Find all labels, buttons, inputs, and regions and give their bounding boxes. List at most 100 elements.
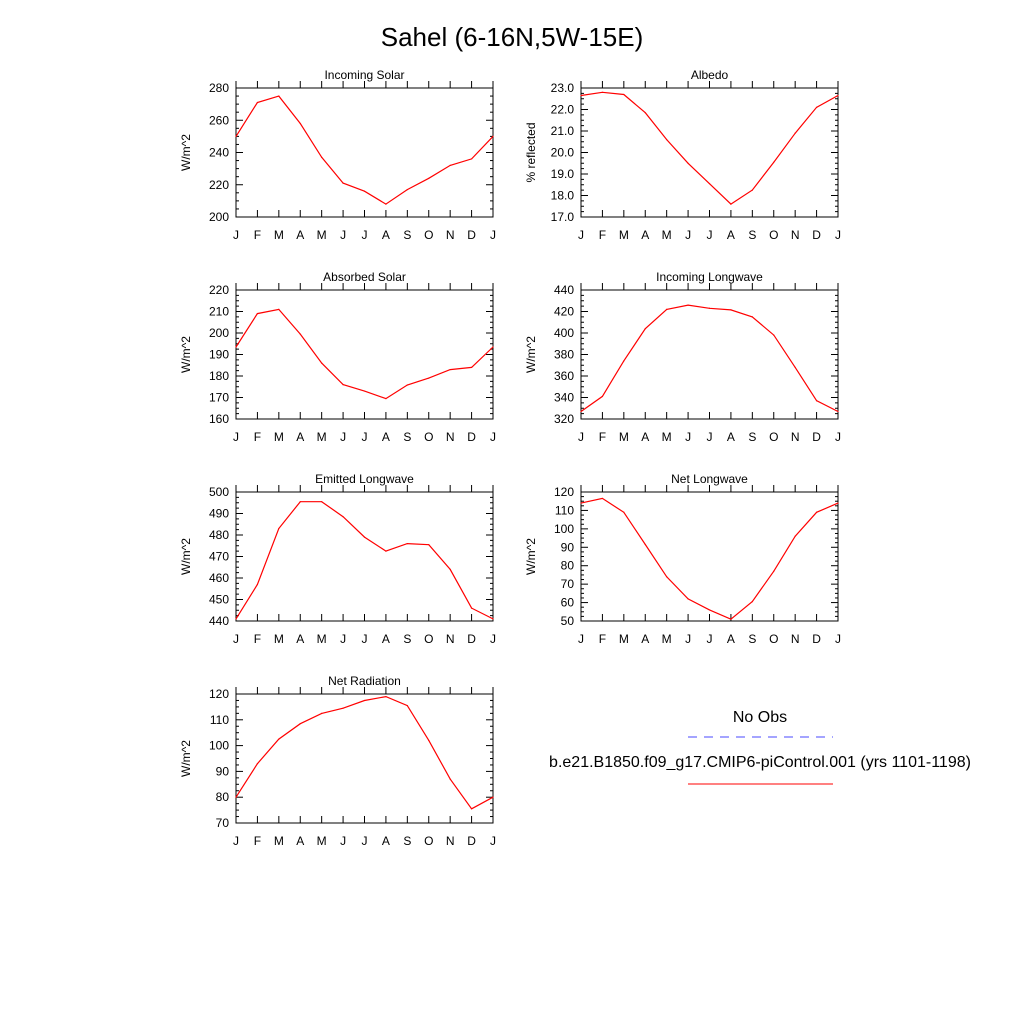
x-tick-label: N [446,834,455,848]
data-point [342,384,344,386]
x-tick-label: A [296,228,304,242]
data-point [278,308,280,310]
data-point [687,304,689,306]
data-point [730,618,732,620]
data-point [385,203,387,205]
data-point [406,543,408,545]
x-tick-label: M [274,228,284,242]
data-point [666,576,668,578]
data-point [363,536,366,538]
y-tick-label: 380 [554,348,574,362]
x-tick-label: J [362,228,368,242]
data-point [256,313,259,315]
y-tick-label: 180 [209,369,229,383]
data-point [644,328,646,330]
y-tick-label: 220 [209,283,229,297]
y-axis-label: W/m^2 [524,538,538,575]
y-tick-label: 170 [209,391,229,405]
y-tick-label: 100 [209,739,229,753]
data-point [449,568,451,571]
x-tick-label: S [403,430,411,444]
y-tick-label: 70 [216,816,230,830]
data-point [751,601,753,603]
plot-frame [580,87,839,218]
data-point [363,190,366,192]
panel-incoming-longwave: Incoming Longwave W/m^2 320 340 360 380 400 420… [524,270,841,444]
y-tick-label: 210 [209,305,229,319]
data-point [428,377,430,379]
x-tick-label: A [296,632,304,646]
y-tick-label: 440 [554,283,574,297]
data-point [666,308,668,310]
data-point [385,695,387,698]
x-tick-label: M [274,430,284,444]
x-tick-label: J [233,430,239,444]
x-tick-label: J [362,632,368,646]
panel-albedo: Albedo % reflected 17.0 18.0 19.0 20.0 21.0 22.… [524,68,841,242]
x-tick-label: J [362,430,368,444]
data-point [406,705,408,707]
y-tick-label: 200 [209,210,229,224]
x-tick-label: J [490,430,496,444]
y-tick-label: 340 [554,391,574,405]
y-tick-label: 23.0 [551,81,575,95]
data-point [815,400,818,402]
data-point [687,598,689,600]
y-tick-label: 480 [209,528,229,542]
y-tick-label: 280 [209,81,229,95]
x-tick-label: D [467,430,476,444]
x-tick-label: A [382,430,390,444]
x-tick-label: D [812,632,821,646]
data-point [580,502,582,504]
y-tick-label: 110 [210,713,229,727]
data-point [687,162,689,164]
data-point [601,497,604,500]
y-tick-label: 200 [209,326,229,340]
x-tick-label: A [382,228,390,242]
data-point [256,763,259,765]
plot-frame [235,491,494,622]
y-tick-label: 20.0 [551,146,575,160]
data-point [751,189,753,191]
x-tick-label: J [340,834,346,848]
x-tick-label: D [812,430,821,444]
y-axis-label: W/m^2 [524,336,538,373]
y-tick-label: 450 [209,593,229,607]
x-tick-label: M [317,632,327,646]
x-tick-label: M [274,632,284,646]
x-tick-label: A [296,430,304,444]
data-point [235,346,237,348]
x-tick-label: N [791,228,800,242]
y-tick-label: 460 [209,571,229,585]
x-tick-label: J [707,228,713,242]
data-point [256,101,259,104]
legend: No Obs b.e21.B1850.f09_g17.CMIP6-piContr… [549,709,971,785]
y-tick-label: 400 [554,326,574,340]
data-point [235,618,237,620]
y-axis-label: W/m^2 [179,336,193,373]
y-tick-label: 19.0 [551,167,575,181]
y-tick-label: 240 [209,146,229,160]
data-point [278,527,280,530]
data-point [815,511,818,513]
y-axis-label: W/m^2 [179,740,193,777]
data-point [837,502,839,504]
series-line [235,501,494,620]
data-point [342,182,344,184]
x-tick-label: S [748,632,756,646]
x-tick-label: J [233,632,239,646]
y-axis-label: W/m^2 [179,538,193,575]
y-tick-label: 60 [561,596,575,610]
x-tick-label: J [685,228,691,242]
x-tick-label: F [599,228,606,242]
panel-title: Net Longwave [671,472,748,486]
x-tick-label: M [619,228,629,242]
data-point [363,699,366,702]
data-point [299,723,301,725]
data-point [708,609,711,611]
x-tick-label: O [424,228,433,242]
series-line [580,91,839,205]
data-point [428,177,430,179]
y-tick-label: 260 [209,113,229,127]
